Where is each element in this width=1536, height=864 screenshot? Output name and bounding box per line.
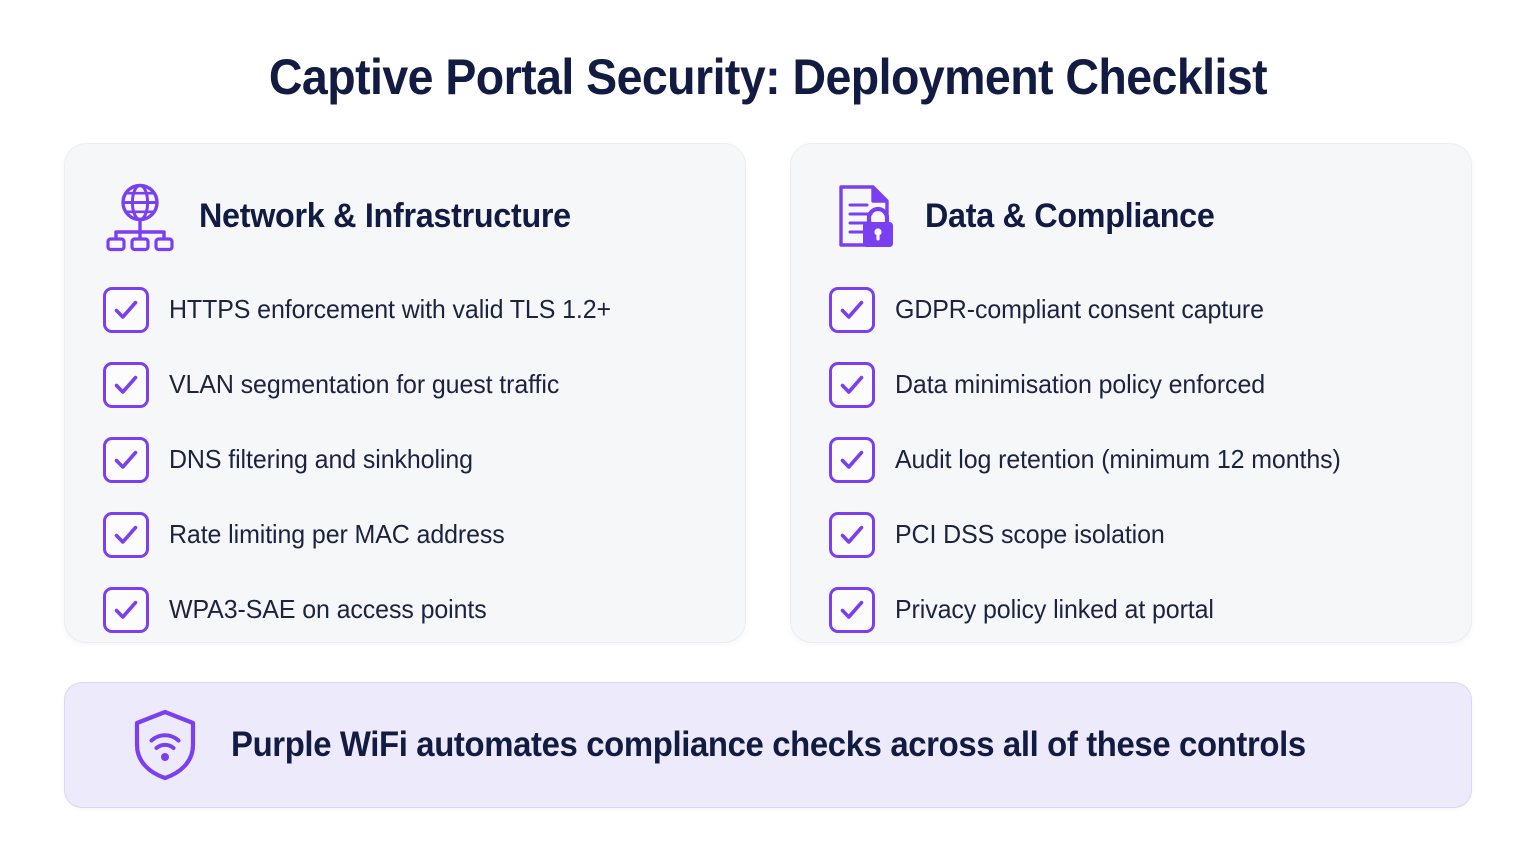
checkbox-checked-icon[interactable]	[103, 586, 149, 633]
card-network-infrastructure: Network & Infrastructure HTTPS enforceme…	[64, 143, 746, 643]
checklist-item-label: PCI DSS scope isolation	[895, 519, 1165, 549]
document-lock-icon	[829, 179, 903, 253]
footer-banner: Purple WiFi automates compliance checks …	[64, 682, 1472, 808]
banner-text: Purple WiFi automates compliance checks …	[231, 725, 1306, 764]
checklist-item-label: WPA3-SAE on access points	[169, 594, 487, 624]
checklist-item[interactable]: Privacy policy linked at portal	[829, 572, 1439, 647]
checklist-item-label: Data minimisation policy enforced	[895, 369, 1266, 399]
checklist-item-label: Privacy policy linked at portal	[895, 594, 1214, 624]
checkbox-checked-icon[interactable]	[829, 361, 875, 408]
checklist-item-label: Rate limiting per MAC address	[169, 519, 505, 549]
checklist-item-label: DNS filtering and sinkholing	[169, 444, 473, 474]
card-header: Network & Infrastructure	[103, 170, 713, 262]
checklist-item-label: HTTPS enforcement with valid TLS 1.2+	[169, 294, 612, 324]
checkbox-checked-icon[interactable]	[829, 436, 875, 483]
checklist-item[interactable]: HTTPS enforcement with valid TLS 1.2+	[103, 272, 713, 347]
page-title: Captive Portal Security: Deployment Chec…	[268, 49, 1268, 105]
checkbox-checked-icon[interactable]	[103, 511, 149, 558]
checkbox-checked-icon[interactable]	[103, 361, 149, 408]
checklist-item[interactable]: Data minimisation policy enforced	[829, 347, 1439, 422]
shield-wifi-icon	[127, 707, 203, 783]
card-title: Network & Infrastructure	[199, 196, 571, 235]
checklist: HTTPS enforcement with valid TLS 1.2+ VL…	[103, 272, 713, 647]
checklist-item[interactable]: WPA3-SAE on access points	[103, 572, 713, 647]
checklist-item[interactable]: Rate limiting per MAC address	[103, 497, 713, 572]
checklist-item[interactable]: PCI DSS scope isolation	[829, 497, 1439, 572]
card-header: Data & Compliance	[829, 170, 1439, 262]
checkbox-checked-icon[interactable]	[829, 286, 875, 333]
checklist-cards-row: Network & Infrastructure HTTPS enforceme…	[64, 143, 1472, 643]
card-title: Data & Compliance	[925, 196, 1215, 235]
checklist-item-label: GDPR-compliant consent capture	[895, 294, 1264, 324]
checklist-item[interactable]: Audit log retention (minimum 12 months)	[829, 422, 1439, 497]
checkbox-checked-icon[interactable]	[103, 286, 149, 333]
checklist-item[interactable]: DNS filtering and sinkholing	[103, 422, 713, 497]
checklist-item[interactable]: VLAN segmentation for guest traffic	[103, 347, 713, 422]
network-globe-icon	[103, 179, 177, 253]
checklist: GDPR-compliant consent capture Data mini…	[829, 272, 1439, 647]
checklist-item[interactable]: GDPR-compliant consent capture	[829, 272, 1439, 347]
card-data-compliance: Data & Compliance GDPR-compliant consent…	[790, 143, 1472, 643]
checkbox-checked-icon[interactable]	[103, 436, 149, 483]
checklist-item-label: VLAN segmentation for guest traffic	[169, 369, 560, 399]
checklist-item-label: Audit log retention (minimum 12 months)	[895, 444, 1341, 474]
checkbox-checked-icon[interactable]	[829, 586, 875, 633]
checkbox-checked-icon[interactable]	[829, 511, 875, 558]
